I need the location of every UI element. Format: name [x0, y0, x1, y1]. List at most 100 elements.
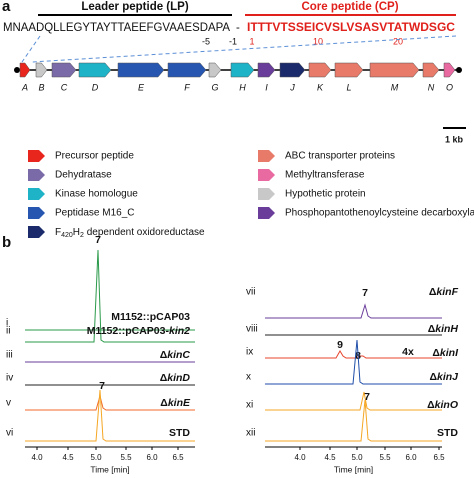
peak-label: 4x — [402, 346, 414, 358]
x-tick-label: 4.5 — [62, 453, 74, 462]
legend-label: Peptidase M16_C — [55, 208, 135, 219]
trace — [265, 350, 442, 359]
gene-label: O — [446, 82, 453, 92]
gene-arrow — [257, 62, 276, 78]
trace-name-part: kinE — [168, 397, 191, 409]
trace-name: ΔkinE — [160, 397, 191, 409]
gene-label: D — [92, 82, 99, 92]
trace-id: ii — [6, 326, 10, 337]
legend-icon — [28, 188, 45, 200]
gene-arrow — [334, 62, 364, 78]
trace-name-part: kinC — [167, 349, 190, 361]
gene-label: I — [265, 82, 268, 92]
x-axis-label: Time [min] — [90, 464, 129, 474]
trace-name: STD — [169, 427, 190, 439]
position: 1 — [249, 36, 254, 46]
gene-label: C — [61, 82, 68, 92]
trace — [265, 339, 442, 385]
gene-label: J — [289, 82, 295, 92]
x-tick-label: 4.0 — [31, 453, 43, 462]
trace — [265, 399, 442, 442]
position: 10 — [313, 36, 323, 46]
peak-label: 9 — [337, 339, 343, 351]
x-tick-label: 4.5 — [324, 453, 336, 462]
trace-name-part: Δ — [428, 323, 436, 335]
legend-icon — [28, 150, 45, 162]
gene-arrow — [19, 62, 31, 78]
trace-name: ΔkinD — [160, 372, 191, 384]
trace-name-part: kinH — [435, 323, 458, 335]
genome-end — [14, 67, 20, 73]
legend-label: Hypothetic protein — [285, 189, 366, 200]
legend-label-part: 420 — [61, 232, 73, 239]
x-tick-label: 5.5 — [379, 453, 391, 462]
gene-label: E — [138, 82, 145, 92]
trace-id: ix — [246, 347, 253, 358]
trace-name-part: Δ — [429, 286, 437, 298]
trace-id: xi — [246, 400, 253, 411]
position: 20 — [393, 36, 403, 46]
trace-id: x — [246, 372, 251, 383]
trace-name-part: kinF — [436, 286, 458, 298]
x-tick-label: 6.5 — [172, 453, 184, 462]
x-tick-label: 4.0 — [294, 453, 306, 462]
trace-id: vii — [246, 287, 255, 298]
legend-label-part: F — [55, 227, 61, 238]
legend-icon — [258, 207, 275, 219]
gene-arrow — [167, 62, 207, 78]
peak-label: 7 — [95, 234, 101, 246]
zoom-line — [31, 35, 457, 63]
peak-label: 7 — [362, 287, 368, 299]
trace-name-part: STD — [437, 427, 458, 439]
trace-name: ΔkinH — [428, 323, 459, 335]
trace-name-part: Δ — [427, 399, 435, 411]
gene-label: K — [317, 82, 324, 92]
trace-name: ΔkinO — [427, 399, 458, 411]
position: -1 — [229, 36, 237, 46]
scale-label: 1 kb — [445, 134, 464, 144]
gene-arrow — [279, 62, 306, 78]
trace-name-part: kinI — [440, 347, 459, 359]
gene-arrow — [117, 62, 165, 78]
trace-name-part: M1152::pCAP03 — [111, 311, 190, 323]
gene-arrow — [308, 62, 332, 78]
gene-label: H — [239, 82, 246, 92]
trace-name: STD — [437, 427, 458, 439]
gene-label: M — [391, 82, 399, 92]
trace-name-part: Δ — [429, 371, 437, 383]
trace-name: M1152::pCAP03-kin2 — [87, 325, 190, 337]
gene-arrow — [443, 62, 456, 78]
gene-arrow — [78, 62, 112, 78]
panel-label: a — [2, 0, 11, 15]
gene-arrow — [230, 62, 255, 78]
trace-name-part: kinJ — [437, 371, 459, 383]
gene-arrow — [51, 62, 77, 78]
gene-arrow — [35, 62, 48, 78]
legend-label-part: H — [73, 227, 80, 238]
trace-name-part: Δ — [160, 349, 168, 361]
legend-icon — [258, 169, 275, 181]
legend-label: Dehydratase — [55, 170, 112, 181]
trace — [25, 389, 195, 442]
position: -5 — [202, 36, 210, 46]
gene-label: A — [21, 82, 28, 92]
core-sequence: ITTTVTSSEICVSLVSASVTATWDSGC — [247, 22, 455, 34]
x-tick-label: 5.0 — [351, 453, 363, 462]
gene-arrow — [369, 62, 420, 78]
gene-label: N — [428, 82, 435, 92]
trace — [25, 394, 195, 411]
x-tick-label: 5.5 — [120, 453, 132, 462]
legend-label: F420H2 dependent oxidoreductase — [55, 227, 205, 240]
trace — [25, 249, 195, 343]
legend-icon — [258, 188, 275, 200]
legend-label: Methyltransferase — [285, 170, 365, 181]
trace-name-part: Δ — [160, 397, 168, 409]
separator: - — [236, 22, 240, 34]
x-tick-label: 6.0 — [146, 453, 158, 462]
trace-name: ΔkinC — [160, 349, 191, 361]
legend-icon — [28, 169, 45, 181]
trace-name-part: kinD — [167, 372, 190, 384]
trace-name-part: STD — [169, 427, 190, 439]
legend-icon — [28, 207, 45, 219]
